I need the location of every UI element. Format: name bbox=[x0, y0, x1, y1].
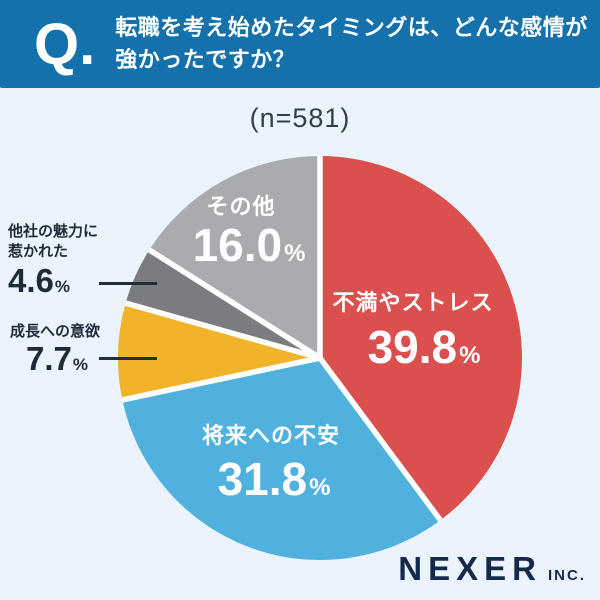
pie-slice-4 bbox=[149, 156, 320, 358]
percent-sign: % bbox=[309, 474, 331, 501]
question-banner: Q. 転職を考え始めたタイミングは、どんな感情が 強かったですか？ bbox=[0, 0, 600, 88]
percent-sign: % bbox=[459, 342, 481, 369]
slice-separator bbox=[121, 355, 321, 403]
question-line-1: 転職を考え始めたタイミングは、どんな感情が bbox=[115, 15, 588, 40]
slice-separator bbox=[317, 356, 443, 522]
slice-value-future-anxiety: 31.8 % bbox=[218, 452, 331, 506]
leader-line-attracted-other-company bbox=[99, 282, 157, 285]
leader-line-growth-motivation bbox=[99, 357, 157, 360]
percent-sign: % bbox=[284, 240, 306, 267]
slice-label-other: その他 bbox=[206, 189, 275, 221]
slice-value-other: 16.0 % bbox=[193, 218, 306, 272]
question-text: 転職を考え始めたタイミングは、どんな感情が 強かったですか？ bbox=[115, 12, 588, 76]
slice-label-dissatisfaction-stress: 不満やストレス bbox=[332, 285, 493, 317]
slice-name: その他 bbox=[206, 194, 276, 219]
percent-sign: % bbox=[54, 277, 70, 296]
pie-slice-0 bbox=[320, 156, 523, 521]
slice-label-growth-motivation: 成長への意欲 bbox=[10, 323, 101, 340]
slice-label-attracted-other-company: 他社の魅力に惹かれた bbox=[8, 223, 99, 261]
sample-size: (n=581) bbox=[249, 103, 351, 133]
slice-separator bbox=[147, 247, 322, 361]
q-mark: Q. bbox=[34, 12, 96, 77]
pie-slice-1 bbox=[122, 358, 441, 560]
slice-percent-value: 4.6 bbox=[8, 262, 54, 299]
brand-suffix: INC. bbox=[548, 567, 586, 584]
brand-logo: NEXER INC. bbox=[398, 550, 586, 588]
slice-percent-value: 39.8 bbox=[367, 321, 458, 373]
slice-value-growth-motivation: 7.7 % bbox=[26, 340, 88, 378]
slice-percent-value: 7.7 bbox=[26, 340, 72, 377]
slice-name: 将来への不安 bbox=[201, 423, 341, 448]
brand-name: NEXER bbox=[398, 550, 542, 587]
slice-value-attracted-other-company: 4.6 % bbox=[8, 262, 70, 300]
slice-percent-value: 31.8 bbox=[217, 453, 308, 505]
slice-name: 不満やストレス bbox=[332, 290, 494, 315]
question-line-2: 強かったですか？ bbox=[115, 47, 296, 72]
slice-label-future-anxiety: 将来への不安 bbox=[202, 418, 340, 450]
slice-separator bbox=[124, 300, 321, 361]
slice-percent-value: 16.0 bbox=[192, 219, 283, 271]
slice-value-dissatisfaction-stress: 39.8 % bbox=[368, 320, 481, 374]
percent-sign: % bbox=[72, 355, 88, 374]
pie-slice-3 bbox=[125, 249, 320, 358]
pie-slice-2 bbox=[118, 303, 320, 400]
